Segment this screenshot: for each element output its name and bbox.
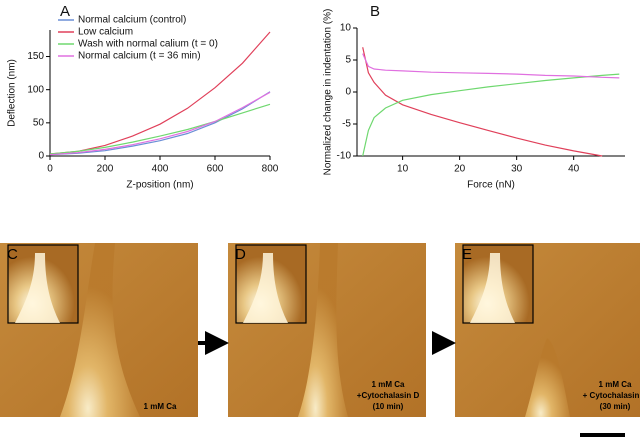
y-tick-label: 50 (33, 117, 45, 128)
x-tick-label: 30 (511, 164, 523, 175)
y-tick-label: -10 (337, 151, 352, 162)
x-tick-label: 800 (262, 164, 279, 175)
legend-label: Normal calcium (t = 36 min) (78, 51, 201, 62)
legend-label: Normal calcium (control) (78, 15, 186, 26)
panel-caption: (10 min) (373, 402, 404, 411)
image-panel: C 1 mM Ca (0, 243, 198, 417)
data-line (362, 73, 620, 157)
y-tick-label: 100 (27, 84, 44, 95)
y-tick-label: 10 (340, 23, 352, 34)
x-tick-label: 20 (454, 164, 466, 175)
y-tick-label: 5 (345, 55, 351, 66)
scale-bar (580, 433, 625, 437)
chart-title: B (370, 3, 380, 20)
data-line (362, 53, 620, 79)
cell (298, 243, 348, 417)
panel-label: D (235, 246, 246, 263)
panel-caption: 1 mM Ca (372, 380, 405, 389)
panel-caption: +Cytochalasin D (357, 391, 420, 400)
legend-label: Wash with normal calium (t = 0) (78, 39, 218, 50)
panel-label: E (462, 246, 472, 263)
data-line (362, 47, 603, 157)
y-axis-label: Deflection (nm) (7, 59, 18, 127)
x-tick-label: 400 (152, 164, 169, 175)
data-line (49, 91, 271, 156)
x-tick-label: 0 (47, 164, 53, 175)
y-tick-label: -5 (342, 119, 351, 130)
inset-cell (470, 253, 515, 323)
image-panel: E 1 mM Ca + Cytochalasin D (30 min) (455, 243, 640, 417)
inset-cell (15, 253, 60, 323)
x-axis-label: Z-position (nm) (126, 180, 193, 191)
data-line (49, 31, 271, 155)
y-axis-label: Normalized change in indentation (%) (323, 9, 334, 176)
y-tick-label: 0 (38, 151, 44, 162)
chart-title: A (60, 3, 70, 20)
panel-caption: + Cytochalasin D (583, 391, 640, 400)
panel-caption: (30 min) (600, 402, 631, 411)
x-tick-label: 40 (568, 164, 580, 175)
panel-caption: 1 mM Ca (144, 402, 177, 411)
legend-label: Low calcium (78, 27, 133, 38)
x-axis-label: Force (nN) (467, 180, 515, 191)
x-tick-label: 600 (207, 164, 224, 175)
x-tick-label: 200 (97, 164, 114, 175)
cell (60, 243, 140, 417)
inset-cell (243, 253, 288, 323)
image-panel: D 1 mM Ca +Cytochalasin D (10 min) (228, 243, 426, 417)
data-line (49, 91, 271, 156)
data-line (49, 103, 271, 155)
y-tick-label: 0 (345, 87, 351, 98)
y-tick-label: 150 (27, 51, 44, 62)
panel-label: C (7, 246, 18, 263)
cell (525, 338, 570, 417)
x-tick-label: 10 (397, 164, 409, 175)
panel-caption: 1 mM Ca (599, 380, 632, 389)
